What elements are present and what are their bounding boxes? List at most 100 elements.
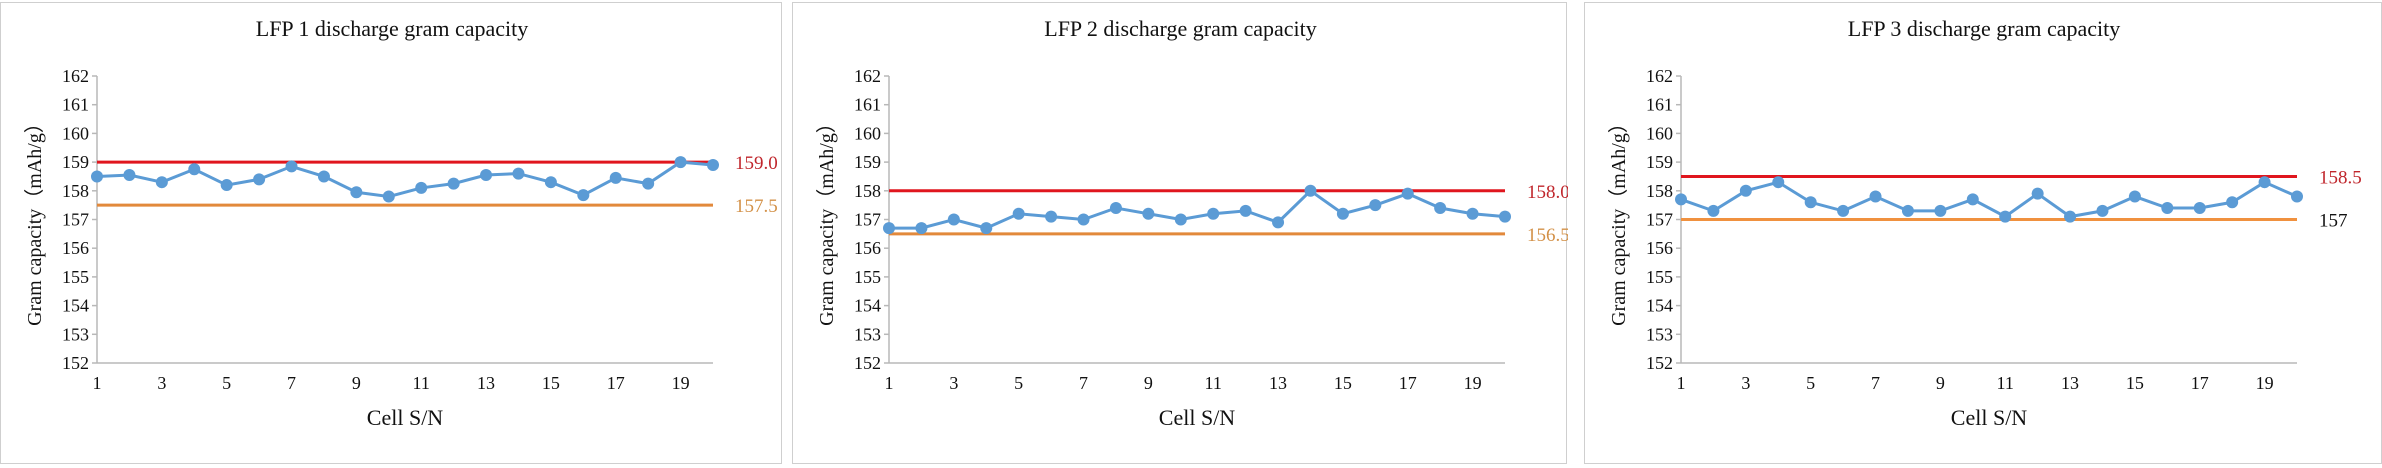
x-tick-label: 3 bbox=[157, 373, 166, 393]
y-tick-label: 152 bbox=[854, 353, 881, 373]
x-tick-label: 13 bbox=[1269, 373, 1287, 393]
y-tick-label: 162 bbox=[62, 66, 89, 86]
data-point bbox=[883, 222, 895, 235]
chart-title: LFP 1 discharge gram capacity bbox=[256, 16, 528, 41]
data-point bbox=[2128, 190, 2141, 203]
data-point bbox=[1466, 207, 1479, 220]
reference-line-label: 159.0 bbox=[735, 153, 778, 174]
x-tick-label: 17 bbox=[1399, 373, 1417, 393]
y-tick-label: 155 bbox=[1646, 267, 1673, 287]
x-tick-label: 7 bbox=[1871, 373, 1880, 393]
data-point bbox=[1772, 176, 1785, 189]
data-point bbox=[1966, 193, 1979, 206]
data-point bbox=[317, 170, 330, 183]
x-tick-label: 5 bbox=[1806, 373, 1815, 393]
x-tick-label: 11 bbox=[1997, 373, 2014, 393]
reference-line-label: 158.0 bbox=[1527, 182, 1568, 203]
chart-panel-lfp3: LFP 3 discharge gram capacity Gram capaci… bbox=[1584, 2, 2382, 464]
data-point bbox=[447, 177, 460, 190]
y-tick-label: 153 bbox=[1646, 324, 1673, 344]
x-tick-label: 17 bbox=[2191, 373, 2209, 393]
data-point bbox=[544, 176, 557, 189]
x-tick-label: 13 bbox=[477, 373, 495, 393]
y-tick-label: 156 bbox=[1646, 238, 1673, 258]
data-point bbox=[1272, 216, 1285, 229]
x-axis-label: Cell S/N bbox=[1159, 405, 1236, 430]
y-tick-label: 158 bbox=[1646, 181, 1673, 201]
x-tick-label: 3 bbox=[1741, 373, 1750, 393]
x-tick-label: 7 bbox=[287, 373, 296, 393]
x-tick-label: 15 bbox=[2126, 373, 2144, 393]
data-point bbox=[577, 189, 590, 202]
line-chart-lfp2: LFP 2 discharge gram capacity Gram capaci… bbox=[815, 16, 1568, 430]
y-tick-label: 160 bbox=[62, 123, 89, 143]
x-tick-label: 13 bbox=[2061, 373, 2079, 393]
data-point bbox=[350, 186, 363, 199]
data-point bbox=[2291, 190, 2303, 203]
data-point bbox=[188, 163, 201, 176]
y-tick-label: 162 bbox=[1646, 66, 1673, 86]
data-point bbox=[1369, 199, 1382, 212]
data-point bbox=[415, 181, 428, 194]
x-axis-label: Cell S/N bbox=[1951, 405, 2028, 430]
y-tick-label: 155 bbox=[62, 267, 89, 287]
y-tick-label: 161 bbox=[62, 95, 89, 115]
y-tick-label: 159 bbox=[62, 152, 89, 172]
data-point bbox=[1901, 204, 1914, 217]
data-point bbox=[1142, 207, 1155, 220]
series-line bbox=[96, 160, 714, 199]
data-point bbox=[1077, 213, 1090, 226]
data-point bbox=[707, 158, 719, 171]
data-point bbox=[1869, 190, 1882, 203]
data-point bbox=[1336, 207, 1349, 220]
y-tick-label: 154 bbox=[854, 296, 881, 316]
data-point bbox=[1499, 210, 1511, 223]
y-tick-label: 157 bbox=[1646, 210, 1673, 230]
x-tick-label: 1 bbox=[1677, 373, 1686, 393]
data-point bbox=[220, 179, 233, 192]
y-tick-label: 162 bbox=[854, 66, 881, 86]
data-point bbox=[253, 173, 266, 186]
data-point bbox=[1837, 204, 1850, 217]
data-point bbox=[2064, 210, 2077, 223]
chart-panel-lfp1: LFP 1 discharge gram capacity Gram capaci… bbox=[0, 2, 782, 464]
data-point bbox=[285, 160, 298, 173]
y-tick-label: 157 bbox=[854, 210, 881, 230]
y-tick-label: 152 bbox=[1646, 353, 1673, 373]
data-point bbox=[642, 177, 655, 190]
data-point bbox=[1675, 193, 1687, 206]
data-point bbox=[1804, 196, 1817, 209]
data-point bbox=[1934, 204, 1947, 217]
data-point bbox=[2031, 187, 2044, 200]
data-point bbox=[609, 171, 622, 184]
x-tick-label: 9 bbox=[1144, 373, 1153, 393]
y-tick-label: 155 bbox=[854, 267, 881, 287]
data-point bbox=[1401, 187, 1414, 200]
y-axis-label: Gram capacity（mAh/g） bbox=[815, 113, 838, 326]
data-point bbox=[1109, 202, 1122, 215]
x-tick-label: 19 bbox=[1464, 373, 1482, 393]
x-tick-label: 1 bbox=[885, 373, 894, 393]
x-tick-label: 15 bbox=[542, 373, 560, 393]
chart-title: LFP 2 discharge gram capacity bbox=[1044, 16, 1316, 41]
y-tick-label: 153 bbox=[62, 324, 89, 344]
y-tick-label: 159 bbox=[854, 152, 881, 172]
reference-line-label: 158.5 bbox=[2319, 167, 2362, 188]
data-point bbox=[1999, 210, 2012, 223]
data-point bbox=[2161, 202, 2174, 215]
y-tick-label: 160 bbox=[1646, 123, 1673, 143]
y-tick-label: 161 bbox=[854, 95, 881, 115]
data-point bbox=[91, 170, 103, 183]
x-tick-label: 17 bbox=[607, 373, 625, 393]
x-tick-label: 7 bbox=[1079, 373, 1088, 393]
x-tick-label: 5 bbox=[222, 373, 231, 393]
y-tick-label: 154 bbox=[62, 296, 89, 316]
y-tick-label: 160 bbox=[854, 123, 881, 143]
data-point bbox=[947, 213, 960, 226]
data-point bbox=[2258, 176, 2271, 189]
data-point bbox=[123, 169, 136, 182]
data-point bbox=[155, 176, 168, 189]
data-point bbox=[1174, 213, 1187, 226]
y-tick-label: 153 bbox=[854, 324, 881, 344]
y-axis-label: Gram capacity（mAh/g） bbox=[1607, 113, 1630, 326]
